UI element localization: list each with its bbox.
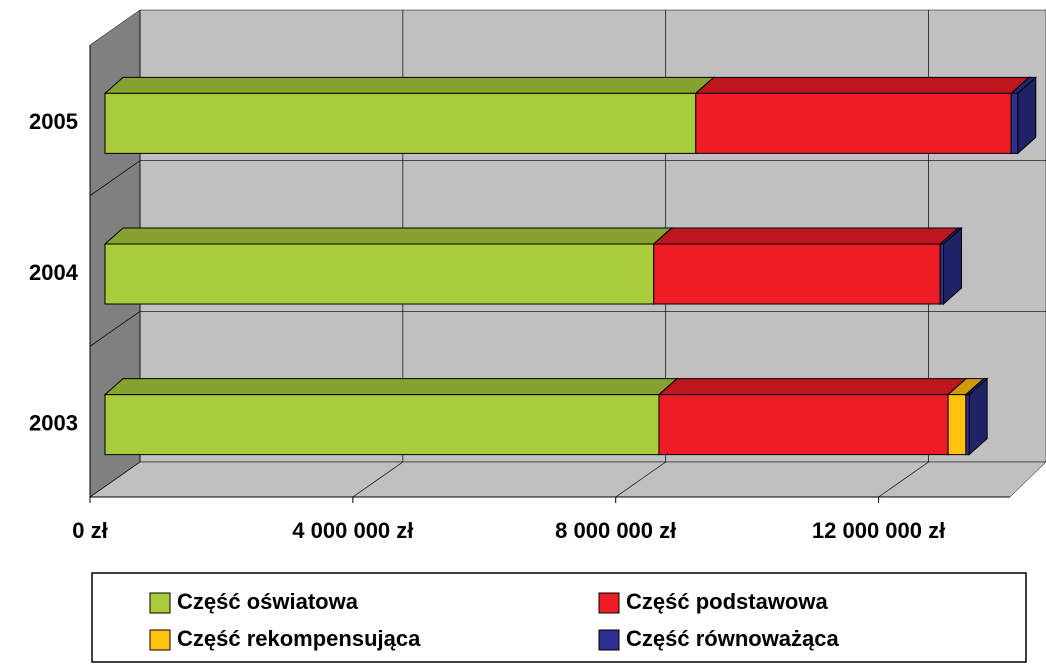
bar bbox=[938, 226, 963, 306]
x-tick-label: 8 000 000 zł bbox=[555, 518, 676, 543]
legend-swatch bbox=[598, 629, 620, 651]
legend-swatch bbox=[149, 592, 171, 614]
bar bbox=[103, 377, 679, 456]
bar bbox=[652, 226, 960, 306]
grid-line bbox=[615, 10, 667, 498]
bar bbox=[103, 76, 716, 155]
bar bbox=[657, 377, 968, 456]
legend-label: Część równoważąca bbox=[626, 626, 840, 651]
x-tick-label: 0 zł bbox=[72, 518, 107, 543]
legend-label: Część podstawowa bbox=[626, 589, 828, 614]
x-tick-label: 4 000 000 zł bbox=[292, 518, 413, 543]
y-tick-label: 2003 bbox=[29, 410, 78, 435]
bar bbox=[694, 76, 1031, 155]
legend-label: Część oświatowa bbox=[177, 589, 359, 614]
x-tick-label: 12 000 000 zł bbox=[812, 518, 945, 543]
bar bbox=[103, 226, 674, 306]
legend-label: Część rekompensująca bbox=[177, 626, 421, 651]
floor bbox=[89, 461, 1046, 498]
legend-swatch bbox=[598, 592, 620, 614]
bar bbox=[964, 377, 989, 456]
y-tick-label: 2004 bbox=[29, 260, 79, 285]
legend-box bbox=[91, 572, 1027, 663]
grid-line bbox=[878, 10, 929, 498]
y-tick-label: 2005 bbox=[29, 109, 78, 134]
grid-line bbox=[352, 10, 404, 498]
legend-swatch bbox=[149, 629, 171, 651]
grid-line bbox=[89, 10, 141, 498]
bar bbox=[1009, 76, 1038, 155]
